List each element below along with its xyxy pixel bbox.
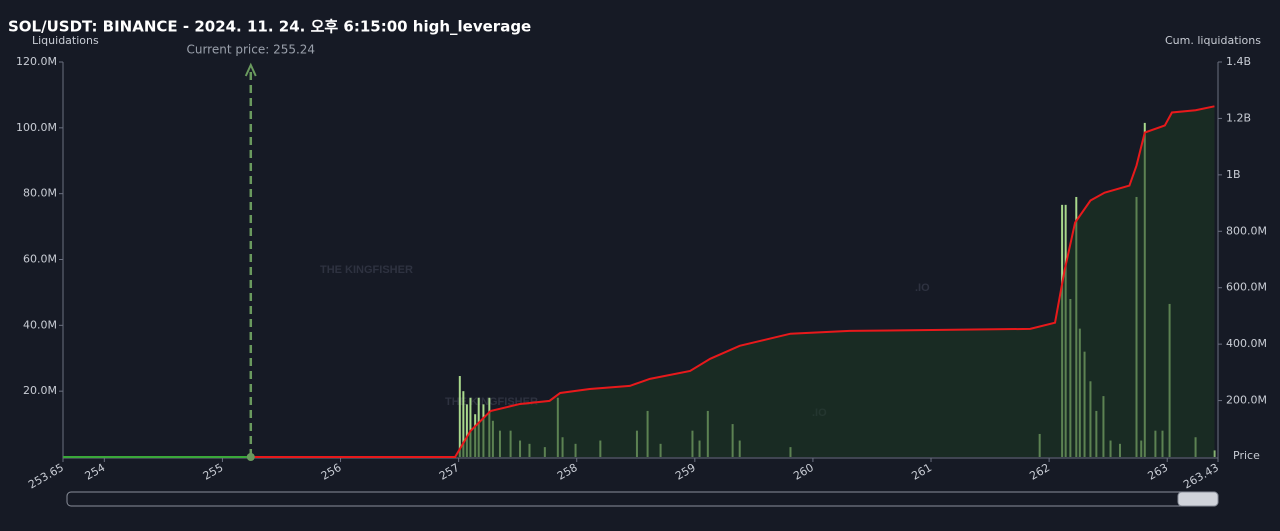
cumulative-area [63, 106, 1215, 458]
y-tick-label: 60.0M [23, 253, 57, 266]
current-price-label: Current price: 255.24 [186, 43, 315, 57]
bar [462, 391, 465, 457]
y-axis-label: Liquidations [32, 34, 99, 47]
y2-tick-label: 1.4B [1226, 55, 1251, 68]
scroll-handle[interactable] [1177, 491, 1219, 507]
y2-axis-label: Cum. liquidations [1165, 34, 1261, 47]
y2-tick-label: 400.0M [1226, 337, 1267, 350]
y-tick-label: 100.0M [16, 121, 57, 134]
y2-tick-label: 200.0M [1226, 394, 1267, 407]
bar [458, 376, 461, 457]
current-price-arrow [244, 62, 257, 77]
y-tick-label: 20.0M [23, 384, 57, 397]
y2-tick-label: 800.0M [1226, 224, 1267, 237]
y-tick-label: 120.0M [16, 55, 57, 68]
current-price-dot [246, 453, 255, 461]
bar [465, 404, 468, 457]
scrollbar[interactable] [66, 491, 1219, 507]
chart-title: SOL/USDT: BINANCE - 2024. 11. 24. 오후 6:1… [8, 18, 531, 36]
y2-tick-label: 600.0M [1226, 281, 1267, 294]
y-tick-label: 80.0M [23, 187, 57, 200]
watermark-text: THE KINGFISHER [320, 264, 413, 276]
cumulative-line [63, 105, 1215, 458]
x-axis-label: Price [1233, 449, 1260, 462]
watermark-suffix: .IO [915, 282, 930, 294]
y2-tick-label: 1B [1226, 168, 1241, 181]
bar [469, 397, 472, 457]
y2-tick-label: 1.2B [1226, 111, 1251, 124]
y-tick-label: 40.0M [23, 318, 57, 331]
